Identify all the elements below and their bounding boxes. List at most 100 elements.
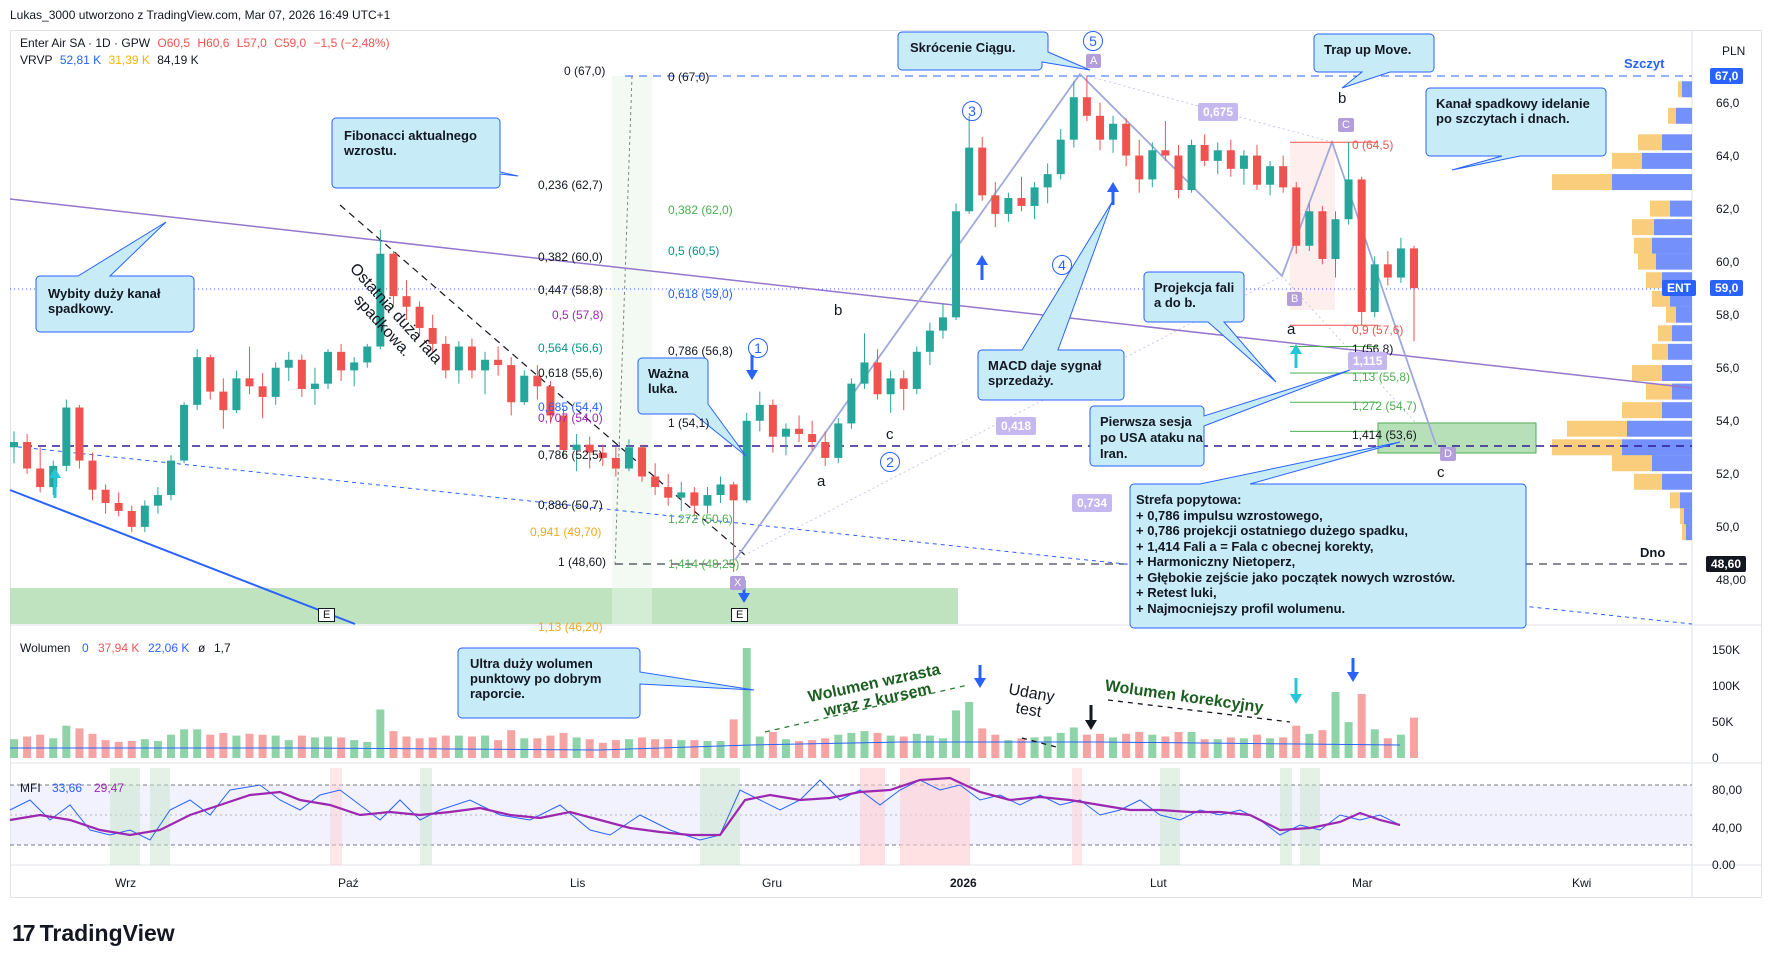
price-unit[interactable]: PLN bbox=[1722, 44, 1746, 58]
strefa-line: + Najmocniejszy profil wolumenu. bbox=[1136, 600, 1346, 616]
fib-left-level: 0,886 (50,7) bbox=[538, 498, 603, 512]
wave-abc-left-b[interactable]: b bbox=[834, 302, 843, 319]
volume-bar bbox=[1174, 732, 1183, 758]
harmonic-ratio[interactable]: 0,734 bbox=[1072, 494, 1113, 512]
wave-e-right[interactable]: E bbox=[731, 608, 749, 622]
profile-bar-up bbox=[1652, 237, 1692, 254]
volume-bar bbox=[703, 741, 712, 758]
fib-mid-level: 1,272 (50,6) bbox=[668, 512, 733, 526]
candle bbox=[350, 357, 359, 387]
callout-fibo[interactable]: Fibonacci aktualnego wzrostu. bbox=[344, 128, 477, 158]
volume-bar bbox=[1410, 717, 1418, 758]
symbol-legend: Enter Air SA · 1D · GPW O60,5 H60,6 L57,… bbox=[20, 36, 394, 50]
ohlc-high: H60,6 bbox=[197, 36, 230, 50]
volume-bar bbox=[245, 733, 254, 758]
wave-abc-right-c[interactable]: c bbox=[1437, 464, 1445, 481]
candle bbox=[1174, 144, 1183, 198]
wave-abc-left-c[interactable]: c bbox=[886, 426, 894, 443]
harmonic-point-d[interactable]: D bbox=[1440, 447, 1456, 461]
harmonic-point-a[interactable]: A bbox=[1086, 54, 1102, 68]
volume-bar bbox=[834, 734, 843, 758]
volume-bar bbox=[101, 740, 110, 758]
volume-bar bbox=[297, 735, 306, 758]
fib-mid-level: 0,786 (56,8) bbox=[668, 344, 733, 358]
candle bbox=[912, 346, 921, 395]
volume-test-line bbox=[1021, 737, 1061, 749]
candle bbox=[467, 338, 476, 379]
profile-bar-down bbox=[1652, 343, 1668, 360]
volume-tick: 50K bbox=[1712, 715, 1734, 729]
harmonic-point-b[interactable]: B bbox=[1287, 292, 1303, 306]
label-szczyt: Szczyt bbox=[1624, 56, 1665, 71]
wave-impulse-3[interactable]: 3 bbox=[962, 101, 982, 121]
candle bbox=[768, 399, 777, 453]
wave-abc-right-a[interactable]: a bbox=[1287, 321, 1296, 338]
vrvp-legend: VRVP 52,81 K 31,39 K 84,19 K bbox=[20, 53, 203, 67]
volume-tick: 100K bbox=[1712, 679, 1741, 693]
harmonic-bd bbox=[1281, 275, 1437, 446]
symbol-name[interactable]: Enter Air SA · 1D · GPW bbox=[20, 36, 151, 50]
candle bbox=[402, 280, 411, 320]
candle bbox=[258, 373, 267, 419]
broken-channel-line bbox=[9, 198, 1693, 389]
callout-luka[interactable]: Ważna luka. bbox=[648, 366, 689, 396]
profile-bar-down bbox=[1670, 492, 1680, 509]
tradingview-brand[interactable]: 17 TradingView bbox=[12, 920, 175, 947]
volume-bar bbox=[938, 738, 947, 758]
callout-pierwsza[interactable]: Pierwsza sesja po USA ataku na Iran. bbox=[1100, 414, 1203, 461]
volume-bar bbox=[1030, 737, 1039, 758]
harmonic-ratio[interactable]: 1,115 bbox=[1348, 352, 1388, 370]
price-tick: 58,0 bbox=[1716, 307, 1740, 322]
harmonic-point-x[interactable]: X bbox=[730, 576, 746, 590]
candle bbox=[1331, 211, 1340, 278]
callout-projekcja[interactable]: Projekcja fali a do b. bbox=[1154, 280, 1235, 310]
candle bbox=[507, 357, 516, 416]
candle bbox=[952, 203, 961, 320]
candle bbox=[965, 115, 974, 214]
volume-legend-label[interactable]: Wolumen bbox=[20, 641, 71, 655]
harmonic-ratio[interactable]: 0,675 bbox=[1198, 103, 1239, 121]
volume-bar bbox=[1004, 740, 1013, 758]
mfi-legend-label[interactable]: MFI bbox=[20, 781, 41, 795]
callout-skrocenie[interactable]: Skrócenie Ciągu. bbox=[910, 40, 1016, 55]
volume-bar bbox=[193, 729, 202, 758]
brand-name: TradingView bbox=[39, 920, 175, 946]
volume-bar bbox=[62, 725, 71, 758]
wave-impulse-4[interactable]: 4 bbox=[1052, 255, 1072, 275]
callout-strefa[interactable]: Strefa popytowa: + 0,786 impulsu wzrosto… bbox=[1136, 492, 1528, 616]
candle bbox=[1109, 115, 1118, 153]
tradingview-logo-icon: 17 bbox=[12, 920, 36, 946]
volume-bar bbox=[533, 738, 542, 758]
profile-bar-up bbox=[1656, 253, 1692, 270]
volume-bar bbox=[677, 740, 686, 758]
wave-abc-left-a[interactable]: a bbox=[817, 473, 826, 490]
wave-impulse-2[interactable]: 2 bbox=[880, 452, 900, 472]
profile-bar-up bbox=[1676, 306, 1692, 323]
strefa-line: + Harmoniczny Nietoperz, bbox=[1136, 554, 1296, 569]
profile-bar-up bbox=[1680, 492, 1692, 509]
volume-bar bbox=[402, 736, 411, 758]
profile-bar-down bbox=[1668, 107, 1676, 124]
volume-bar bbox=[271, 735, 280, 758]
wave-impulse-1[interactable]: 1 bbox=[748, 338, 768, 358]
wave-impulse-5[interactable]: 5 bbox=[1083, 31, 1103, 51]
callout-macd[interactable]: MACD daje sygnał sprzedaży. bbox=[988, 358, 1102, 388]
harmonic-ratio[interactable]: 0,418 bbox=[996, 417, 1037, 435]
vrvp-label[interactable]: VRVP bbox=[20, 53, 53, 67]
callout-trap[interactable]: Trap up Move. bbox=[1324, 42, 1412, 57]
profile-bar-up bbox=[1662, 134, 1692, 151]
callout-kanal[interactable]: Wybity duży kanał spadkowy. bbox=[48, 286, 161, 316]
profile-bar-down bbox=[1552, 174, 1612, 191]
demand-zone-left[interactable] bbox=[10, 588, 958, 624]
callout-kanal2[interactable]: Kanał spadkowy idelanie po szczytach i d… bbox=[1436, 96, 1590, 126]
profile-bar-down bbox=[1650, 200, 1670, 217]
harmonic-point-c[interactable]: C bbox=[1338, 118, 1354, 132]
candle bbox=[206, 354, 215, 400]
volume-legend-v4: 1,7 bbox=[214, 641, 231, 655]
wave-e-left[interactable]: E bbox=[318, 608, 336, 622]
callout-ultra[interactable]: Ultra duży wolumen punktowy po dobrym ra… bbox=[470, 656, 602, 701]
wave-abc-right-b[interactable]: b bbox=[1338, 90, 1347, 107]
volume-bar bbox=[1239, 738, 1248, 758]
volume-bar bbox=[507, 730, 516, 758]
